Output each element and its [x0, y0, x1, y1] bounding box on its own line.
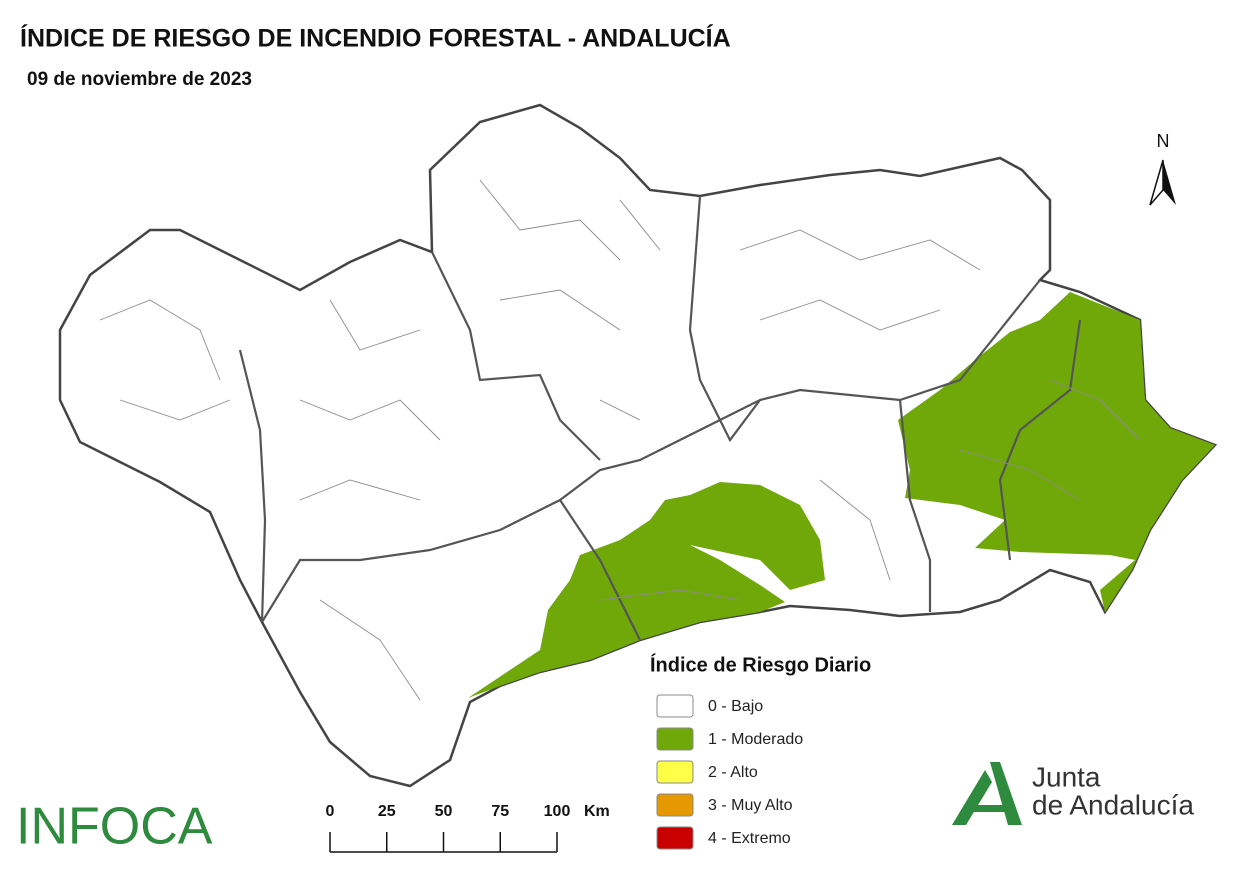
- legend-label: 4 - Extremo: [708, 830, 791, 847]
- scale-label: 100: [544, 803, 571, 820]
- legend: 0 - Bajo 1 - Moderado 2 - Alto 3 - Muy Alto…: [656, 694, 803, 850]
- scale-label: 50: [435, 803, 453, 820]
- municipal-borders: [99, 179, 1141, 701]
- legend-label: 2 - Alto: [708, 764, 758, 781]
- province-border: [898, 399, 932, 612]
- legend-swatch: [656, 727, 694, 751]
- legend-label: 3 - Muy Alto: [708, 797, 793, 814]
- junta-logo: Junta de Andalucía: [952, 761, 1194, 825]
- infoca-logo: INFOCA: [16, 798, 213, 856]
- junta-text: Junta: [1032, 761, 1101, 792]
- junta-text: de Andalucía: [1032, 789, 1194, 820]
- date: 09 de noviembre de 2023: [27, 69, 252, 90]
- legend-swatch: [656, 793, 694, 817]
- legend-label: 0 - Bajo: [708, 698, 763, 715]
- province-border: [261, 279, 1041, 623]
- province-border: [998, 319, 1082, 561]
- legend-swatch: [656, 826, 694, 850]
- legend-title: Índice de Riesgo Diario: [650, 653, 871, 676]
- province-border: [688, 195, 761, 443]
- legend-swatch: [656, 760, 694, 784]
- legend-swatch: [656, 694, 694, 718]
- logo-shape: [952, 770, 992, 825]
- scale-label: 0: [326, 803, 335, 820]
- scale-bar: 0 25 50 75 100 Km: [326, 803, 610, 853]
- scale-label: 75: [491, 803, 509, 820]
- scale-unit: Km: [584, 803, 610, 820]
- province-border: [559, 499, 641, 641]
- title: ÍNDICE DE RIESGO DE INCENDIO FORESTAL - …: [20, 24, 731, 53]
- north-label: N: [1157, 131, 1170, 151]
- risk-area-east: [898, 292, 1215, 612]
- andalucia-map: [58, 103, 1218, 788]
- logo-shape: [990, 762, 1022, 825]
- north-arrow-right: [1163, 160, 1176, 205]
- province-border: [431, 251, 601, 461]
- scale-label: 25: [378, 803, 396, 820]
- legend-label: 1 - Moderado: [708, 731, 803, 748]
- north-arrow: N: [1149, 131, 1176, 206]
- province-border: [238, 349, 267, 623]
- risk-area-south: [468, 482, 825, 698]
- logo-shape: [962, 805, 1012, 812]
